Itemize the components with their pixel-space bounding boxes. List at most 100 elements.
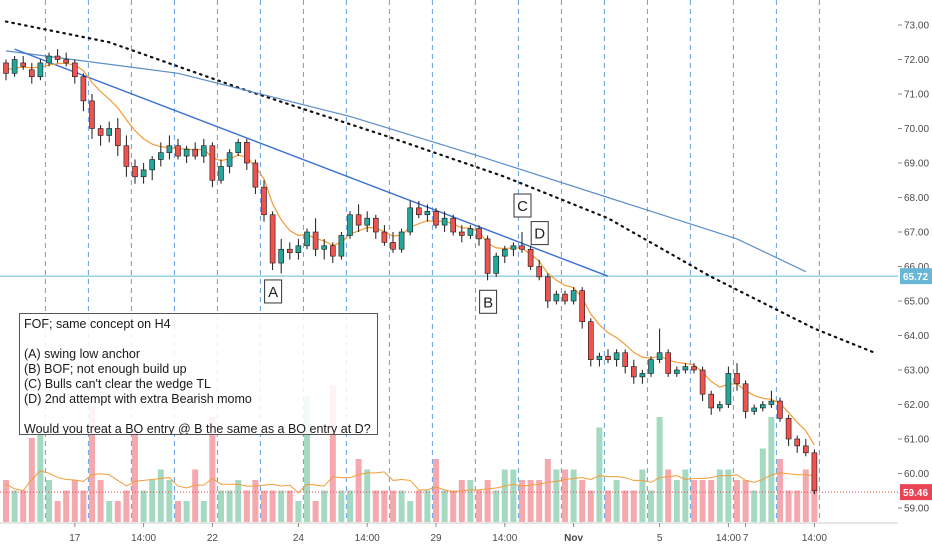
candle-body bbox=[605, 355, 611, 360]
time-axis[interactable]: 17 14:00 22 24 14:00 29 14:00 Nov 5 14:00 7 14:00 bbox=[0, 522, 898, 544]
volume-bar bbox=[785, 490, 792, 522]
candle bbox=[407, 200, 414, 236]
candle bbox=[115, 118, 121, 157]
candle-body bbox=[450, 217, 457, 233]
candle-body bbox=[166, 145, 173, 153]
candle bbox=[261, 180, 267, 222]
candle bbox=[622, 349, 629, 374]
candle bbox=[725, 366, 732, 408]
candle bbox=[355, 204, 362, 232]
candle bbox=[759, 401, 766, 412]
candle-body bbox=[390, 242, 396, 250]
volume-bar bbox=[656, 417, 663, 522]
note-line bbox=[24, 332, 373, 347]
volume-bar bbox=[716, 469, 723, 522]
volume-bar bbox=[467, 480, 474, 522]
volume-bar bbox=[63, 490, 70, 522]
candle-body bbox=[691, 366, 697, 371]
candle-body bbox=[252, 162, 259, 188]
candle-body bbox=[759, 404, 766, 409]
candle bbox=[364, 211, 371, 232]
candle-body bbox=[562, 293, 568, 302]
note-line: (C) Bulls can't clear the wedge TL bbox=[24, 377, 211, 391]
candle-body bbox=[218, 166, 224, 181]
volume-bar bbox=[183, 501, 190, 522]
volume-bar bbox=[286, 490, 293, 522]
volume-bar bbox=[97, 480, 104, 522]
candle bbox=[501, 245, 508, 264]
time-tick-label: 14:00 bbox=[131, 533, 156, 544]
candle bbox=[493, 252, 500, 277]
volume-bar bbox=[415, 490, 422, 522]
volume-bar bbox=[54, 501, 61, 522]
volume-bar bbox=[46, 480, 52, 522]
candle-body bbox=[768, 400, 775, 405]
volume-bar bbox=[140, 490, 147, 522]
candle bbox=[149, 156, 155, 181]
candle bbox=[656, 328, 663, 364]
marker-box bbox=[479, 289, 498, 314]
candle bbox=[527, 245, 534, 270]
candle-body bbox=[381, 231, 388, 243]
candle bbox=[244, 138, 250, 170]
candle-body bbox=[708, 393, 715, 409]
candle bbox=[89, 94, 95, 139]
volume-bar bbox=[665, 469, 672, 522]
candle-body bbox=[777, 400, 783, 419]
candlesticks[interactable] bbox=[3, 49, 818, 495]
volume-bar bbox=[613, 480, 620, 522]
candle-body bbox=[751, 407, 758, 412]
candle-body bbox=[175, 145, 181, 157]
candle bbox=[630, 359, 637, 384]
volume-bar bbox=[493, 490, 500, 522]
candle bbox=[673, 366, 680, 377]
volume-bar bbox=[510, 469, 517, 522]
candle-body bbox=[201, 145, 207, 157]
volume-bar bbox=[501, 469, 508, 522]
time-tick-label: 14:00 bbox=[716, 533, 741, 544]
candle bbox=[304, 228, 310, 250]
candle-body bbox=[261, 186, 267, 216]
volume-bar bbox=[587, 490, 594, 522]
candle bbox=[106, 121, 112, 143]
candle-body bbox=[553, 293, 560, 302]
candle-body bbox=[209, 145, 216, 181]
candle-body bbox=[235, 142, 241, 153]
price-axis[interactable]: 73.00 72.00 71.00 70.00 69.00 68.00 67.00 66.00… bbox=[898, 0, 932, 550]
marker-b: B bbox=[479, 289, 498, 314]
candle bbox=[338, 232, 345, 260]
candle bbox=[553, 290, 560, 305]
candle bbox=[699, 366, 706, 402]
volume-bar bbox=[544, 459, 551, 522]
volume-bar bbox=[562, 469, 568, 522]
candle bbox=[46, 52, 52, 67]
candle-body bbox=[596, 355, 603, 360]
candle bbox=[605, 349, 611, 364]
candle bbox=[398, 228, 405, 253]
volume-bar bbox=[777, 459, 783, 522]
volume-bar bbox=[424, 490, 431, 522]
candle-body bbox=[329, 245, 336, 257]
candle-body bbox=[501, 248, 508, 257]
candle bbox=[329, 242, 336, 264]
candle bbox=[458, 225, 465, 243]
sma50-line bbox=[5, 50, 807, 273]
candle-body bbox=[527, 248, 534, 267]
candle bbox=[278, 238, 285, 274]
candle-body bbox=[613, 352, 620, 360]
volume-bar bbox=[71, 480, 78, 522]
volume-bar bbox=[261, 490, 267, 522]
candle bbox=[450, 214, 457, 236]
price-tick-label: 68.00 bbox=[904, 193, 929, 204]
volume-bar bbox=[157, 469, 164, 522]
candle bbox=[97, 125, 104, 146]
candle bbox=[226, 149, 233, 174]
volume-average-line bbox=[5, 470, 815, 494]
volume-bar bbox=[768, 417, 775, 522]
candle-body bbox=[183, 148, 190, 157]
marker-c: C bbox=[513, 193, 532, 218]
candle bbox=[785, 414, 792, 446]
candle-body bbox=[656, 352, 663, 360]
candle bbox=[286, 242, 293, 260]
